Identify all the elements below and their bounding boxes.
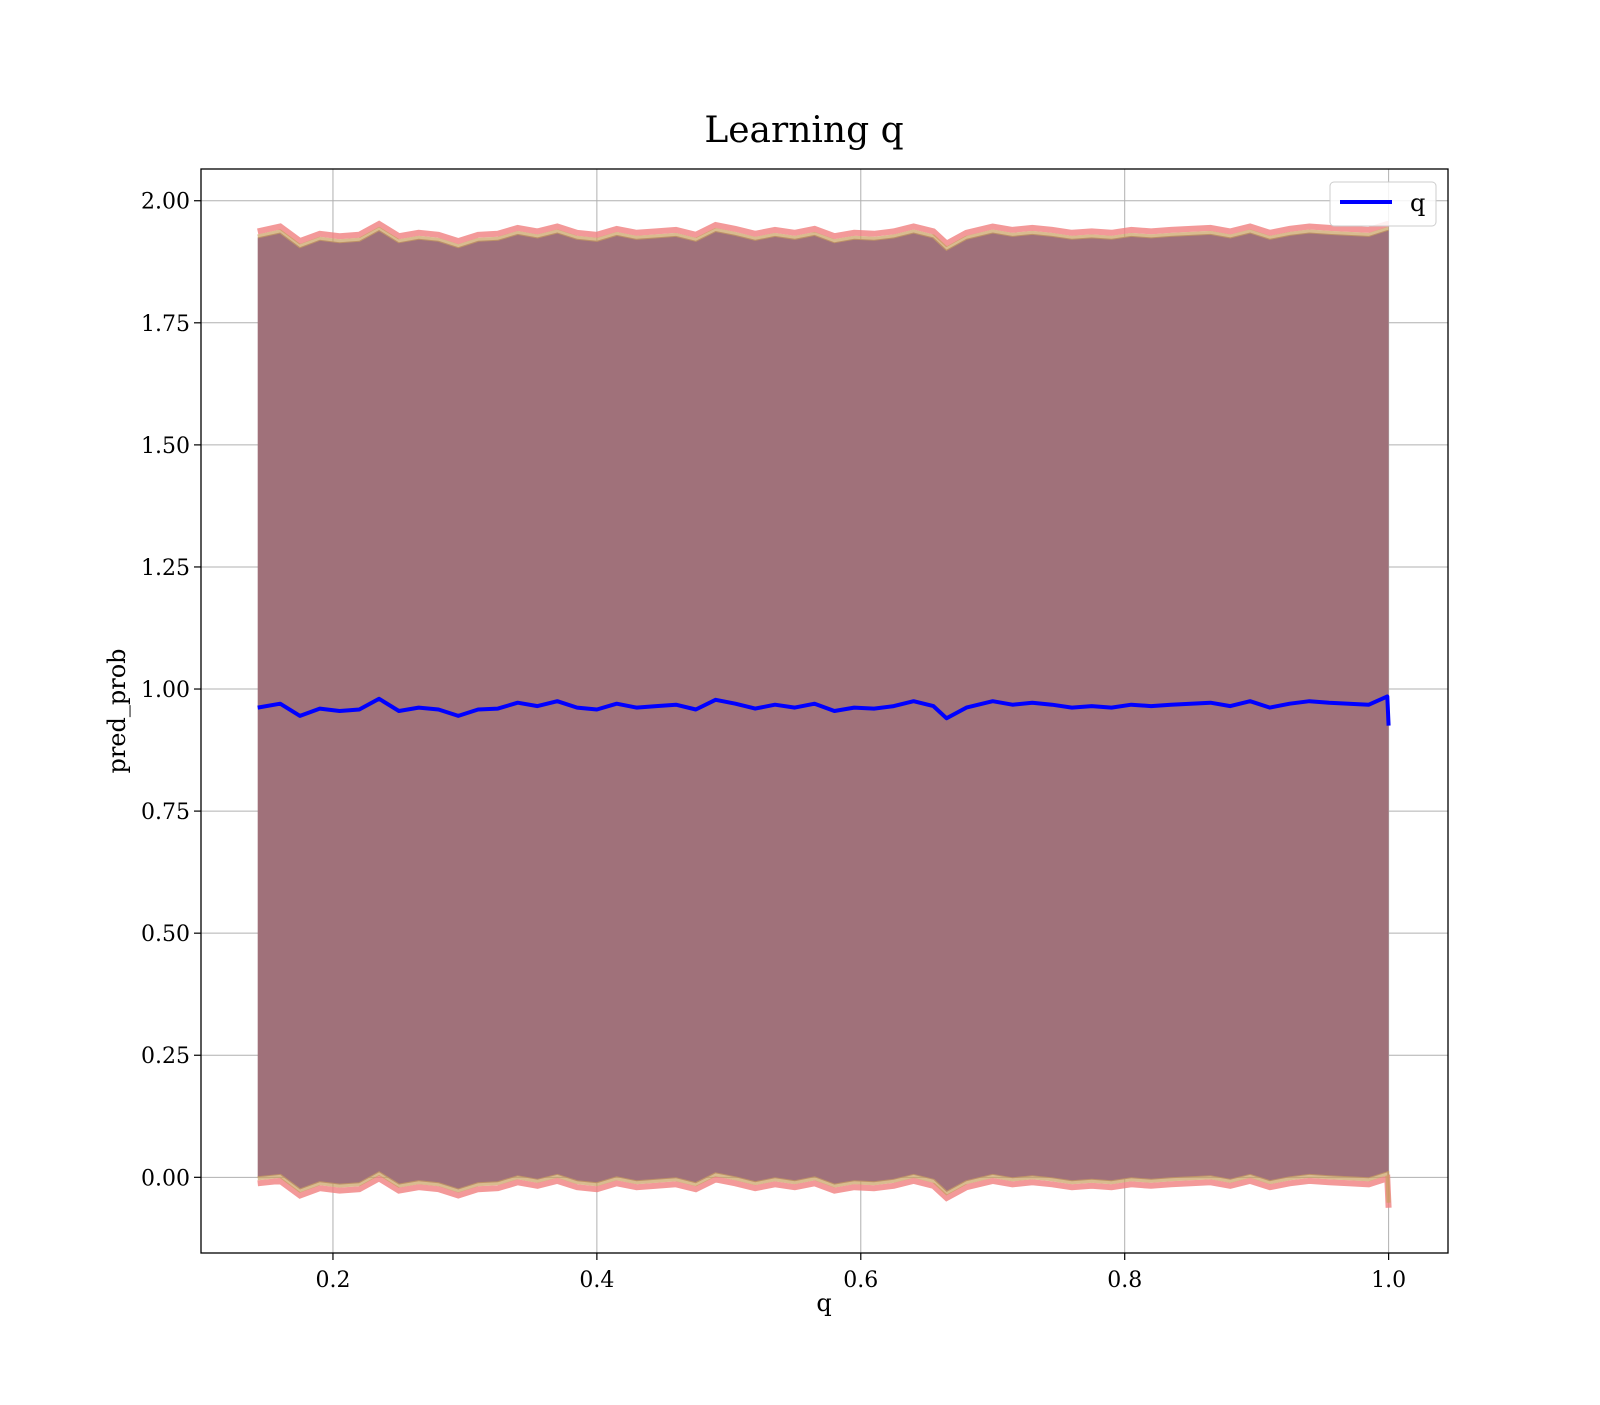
y-tick-label: 1.50 <box>141 434 190 459</box>
y-axis-label: pred_prob <box>103 648 131 773</box>
x-tick-label: 1.0 <box>1371 1268 1406 1293</box>
legend: q <box>1329 181 1437 227</box>
chart-title: Learning q <box>704 110 903 151</box>
y-tick-label: 2.00 <box>141 190 190 215</box>
y-tick-label: 0.25 <box>141 1044 190 1069</box>
y-tick-label: 0.75 <box>141 800 190 825</box>
y-tick-label: 1.75 <box>141 312 190 337</box>
band-lower-edge-outer <box>257 1174 1392 1208</box>
tick-layer: 0.2 0.4 0.6 0.8 1.0 0.00 0.25 0.50 0.75 1.00 1.25 1… <box>141 190 1406 1293</box>
axes-frame <box>200 168 1449 1254</box>
x-axis-label: q <box>816 1289 831 1317</box>
x-tick-label: 0.8 <box>1107 1268 1142 1293</box>
x-tick-label: 0.6 <box>843 1268 878 1293</box>
series-line-q <box>257 694 1391 726</box>
x-tick-label: 0.4 <box>579 1268 614 1293</box>
band-upper-edge-outer <box>257 220 1389 248</box>
line-layer <box>257 694 1391 726</box>
band-area <box>257 230 1389 1202</box>
band-lower-edge-inner <box>257 1170 1391 1203</box>
y-tick-label: 0.00 <box>141 1166 190 1191</box>
y-tick-label: 0.50 <box>141 922 190 947</box>
band-upper-edge-inner <box>257 226 1389 252</box>
band-layer <box>257 220 1392 1208</box>
y-tick-label: 1.00 <box>141 678 190 703</box>
x-tick-label: 0.2 <box>315 1268 350 1293</box>
y-tick-label: 1.25 <box>141 556 190 581</box>
legend-label-q: q <box>1410 189 1425 217</box>
